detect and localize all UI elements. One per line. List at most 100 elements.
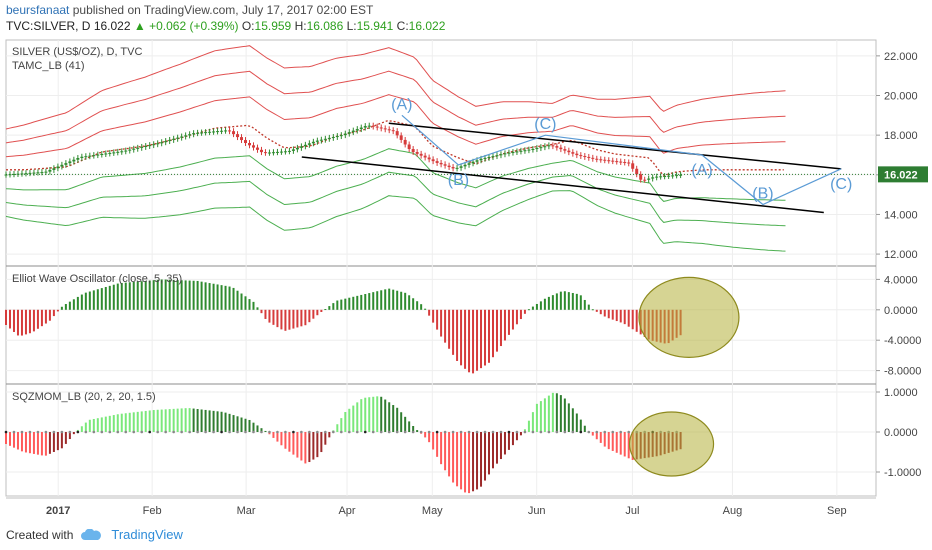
histogram-bar — [364, 397, 367, 432]
histogram-bar — [88, 291, 91, 310]
candle-body — [208, 131, 212, 133]
histogram-bar — [627, 432, 630, 459]
histogram-bar — [72, 432, 75, 435]
x-tick-label: Aug — [723, 505, 743, 517]
histogram-bar — [64, 304, 67, 310]
high-value: 16.086 — [306, 19, 344, 33]
histogram-bar — [156, 279, 159, 310]
histogram-bar — [264, 309, 267, 319]
histogram-bar — [400, 412, 403, 432]
histogram-bar — [104, 286, 107, 310]
ewo-pane-title: Elliot Wave Oscillator (close, 5, 35) — [12, 273, 182, 285]
chart-area[interactable]: 22.00020.00018.00016.00014.00012.0004.00… — [0, 36, 932, 520]
candle-body — [591, 157, 595, 159]
histogram-bar — [84, 422, 87, 432]
price-pane-title: SILVER (US$/OZ), D, TVC — [12, 46, 142, 58]
low-label: L: — [346, 19, 357, 33]
candle-body — [567, 150, 571, 153]
histogram-bar — [444, 309, 447, 343]
histogram-bar — [148, 280, 151, 310]
histogram-bar — [344, 412, 347, 432]
candle-body — [84, 156, 88, 158]
histogram-bar — [356, 295, 359, 310]
candle-body — [499, 154, 503, 156]
author-link[interactable]: beursfanaat — [6, 3, 70, 17]
wave-label: (B) — [448, 172, 469, 189]
histogram-bar — [448, 309, 451, 349]
histogram-bar — [220, 411, 223, 432]
candle-body — [180, 136, 184, 138]
candle-body — [263, 152, 267, 154]
candle-body — [196, 132, 200, 134]
candle-body — [120, 151, 124, 153]
histogram-bar — [531, 306, 534, 310]
histogram-bar — [555, 393, 558, 432]
candle-body — [160, 142, 164, 144]
candle-body — [507, 152, 511, 154]
squeeze-dot — [531, 430, 535, 434]
histogram-bar — [511, 309, 514, 330]
wave-label: (C) — [830, 176, 852, 193]
squeeze-dot — [20, 430, 24, 434]
histogram-bar — [619, 432, 622, 455]
upper-band-line — [5, 70, 786, 144]
histogram-bar — [352, 296, 355, 310]
histogram-bar — [340, 418, 343, 432]
histogram-bar — [272, 309, 275, 325]
candle-body — [475, 160, 479, 162]
histogram-bar — [104, 416, 107, 432]
histogram-bar — [44, 432, 47, 456]
histogram-bar — [332, 303, 335, 310]
candle-body — [451, 167, 455, 169]
candle-body — [599, 159, 603, 161]
squeeze-dot — [164, 430, 167, 434]
candle-body — [188, 134, 192, 136]
histogram-bar — [324, 309, 327, 311]
candle-body — [635, 168, 639, 175]
candle-body — [327, 137, 331, 139]
histogram-bar — [336, 424, 339, 432]
squeeze-dot — [324, 430, 327, 434]
candle-body — [463, 164, 467, 167]
histogram-bar — [336, 300, 339, 310]
candle-body — [140, 146, 144, 148]
highlight-circle — [638, 276, 740, 358]
candle-body — [323, 138, 327, 140]
histogram-bar — [232, 415, 235, 432]
squeeze-dot — [347, 430, 351, 434]
histogram-bar — [316, 432, 319, 458]
candle-body — [319, 139, 323, 141]
histogram-bar — [412, 298, 415, 310]
squeeze-dot — [459, 430, 463, 434]
tradingview-logo-text[interactable]: TradingView — [111, 527, 183, 542]
histogram-bar — [132, 281, 135, 310]
published-text: published on TradingView.com, July 17, 2… — [72, 3, 374, 17]
histogram-bar — [392, 405, 395, 432]
histogram-bar — [196, 409, 199, 432]
histogram-bar — [228, 286, 231, 310]
squeeze-dot — [28, 430, 32, 434]
histogram-bar — [120, 282, 123, 310]
candle-body — [303, 144, 307, 147]
candle-body — [371, 125, 375, 127]
histogram-bar — [615, 309, 618, 322]
squeeze-dot — [140, 430, 144, 434]
histogram-bar — [208, 283, 211, 310]
histogram-bar — [424, 432, 427, 438]
histogram-bar — [292, 432, 295, 455]
histogram-bar — [507, 432, 510, 450]
histogram-bar — [547, 296, 550, 310]
candle-body — [56, 166, 60, 169]
candle-body — [24, 173, 28, 175]
histogram-bar — [488, 432, 491, 475]
squeeze-dot — [355, 430, 359, 434]
low-value: 15.941 — [356, 19, 394, 33]
histogram-bar — [360, 294, 363, 310]
candle-body — [411, 149, 415, 153]
candle-body — [535, 148, 539, 150]
histogram-bar — [276, 309, 279, 328]
histogram-bar — [236, 416, 239, 432]
squeeze-dot — [292, 430, 295, 434]
histogram-bar — [635, 309, 638, 332]
price-change: +0.062 (+0.39%) — [149, 19, 239, 33]
